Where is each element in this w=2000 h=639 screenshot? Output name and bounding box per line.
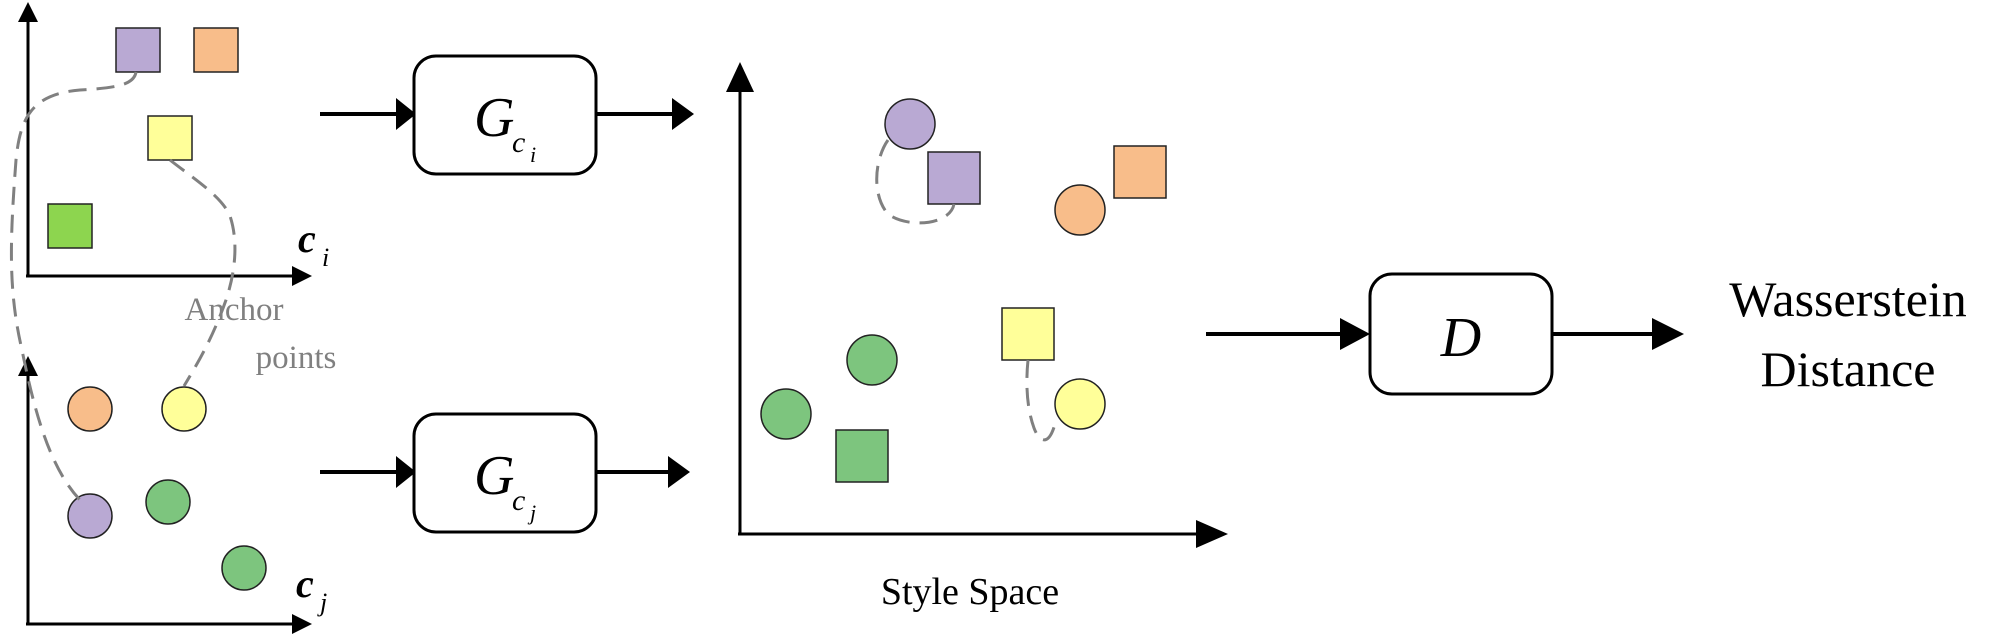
generator-cj: G c j [320,412,690,534]
top-left-x-arrowhead [292,266,312,286]
generator-cj-sub: c [512,484,525,517]
bottom-left-plot: c j [18,356,327,634]
top-left-y-arrowhead [18,2,38,22]
generator-ci-letter: G [474,87,514,149]
green-square-marker [47,203,93,249]
orange-circle-marker [1054,184,1106,236]
orange-circle-marker [67,386,113,432]
anchor-label-line1: Anchor [185,292,284,328]
generator-ci-sub: c [512,126,525,159]
output-label-line1: Wasserstein [1729,271,1967,327]
bottom-left-y-arrowhead [18,356,38,376]
discriminator: D [1206,272,1684,396]
generator-cj-letter: G [474,445,514,507]
top-left-axis-subscript: i [322,243,329,272]
purple-square-marker [927,151,981,205]
yellow-circle-marker [161,386,207,432]
green-circle-marker [145,479,191,525]
discriminator-letter: D [1440,307,1481,369]
purple-circle-marker [884,98,936,150]
anchor-curve-purple [9,71,138,502]
generator-cj-subsub: j [527,500,536,525]
generator-ci: G c i [320,54,694,176]
green-circle-marker [221,545,267,591]
style-space-y-arrowhead [726,62,754,92]
output-label-line2: Distance [1761,341,1936,397]
green-square-marker [835,429,889,483]
purple-square-marker [115,27,161,73]
input-arrowhead-bottom [396,456,416,488]
green-circle-marker [846,334,898,386]
input-arrowhead-d [1340,318,1370,350]
anchor-curves [9,71,237,502]
output-arrowhead-top [672,98,694,130]
style-space-label: Style Space [881,571,1059,613]
output-arrowhead-d [1652,318,1684,350]
bottom-left-axis-label: c [296,561,314,606]
yellow-square-marker [1001,307,1055,361]
anchor-label-line2: points [256,340,337,376]
style-space-x-arrowhead [1196,520,1228,548]
top-left-axis-label: c [298,216,316,261]
orange-square-marker [193,27,239,73]
green-circle-marker [760,388,812,440]
top-left-plot: c i [18,2,329,286]
generator-ci-subsub: i [530,142,536,167]
orange-square-marker [1113,145,1167,199]
bottom-left-axis-subscript: j [317,588,327,617]
anchor-curve-yellow [169,158,237,387]
purple-circle-marker [67,493,113,539]
yellow-circle-marker [1054,378,1106,430]
output-arrowhead-bottom [668,456,690,488]
input-arrowhead-top [396,98,416,130]
style-space-dash-yellow [1025,359,1058,442]
yellow-square-marker [147,115,193,161]
style-space-plot [726,62,1228,548]
bottom-left-x-arrowhead [292,614,312,634]
